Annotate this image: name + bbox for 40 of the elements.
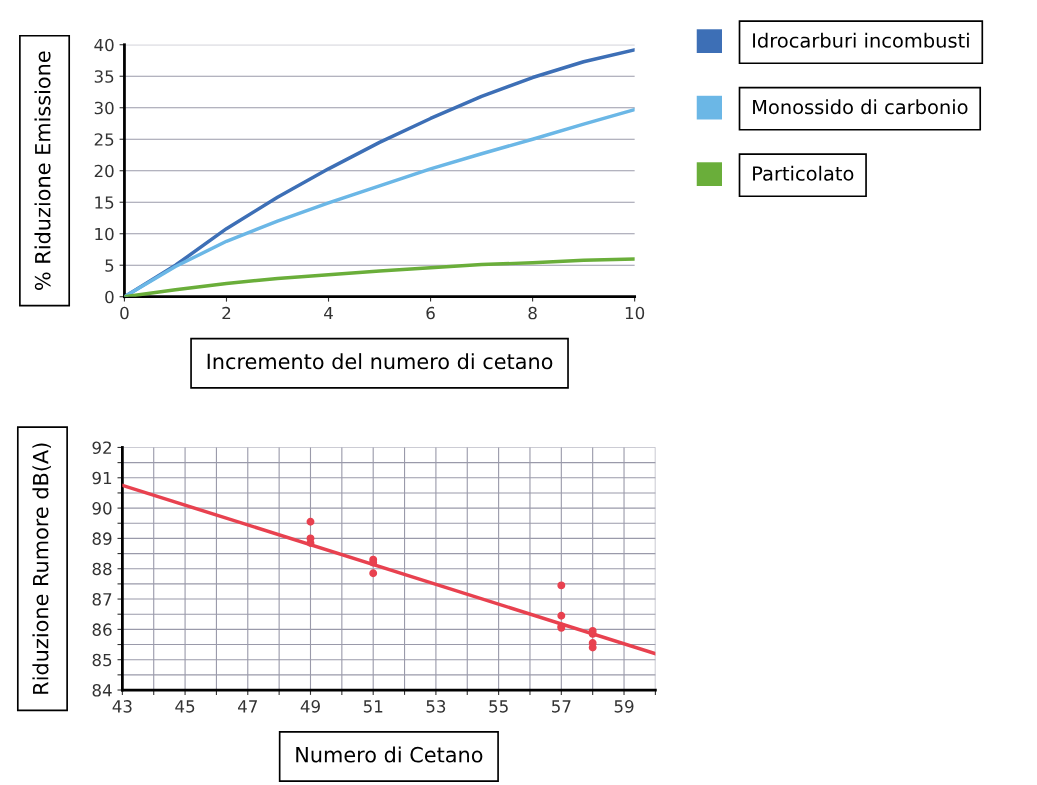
y-tick-label: 0: [105, 290, 114, 304]
y-tick-label: 87: [92, 593, 112, 606]
y-tick-label: 88: [92, 562, 112, 576]
y-tick-label: 89: [92, 532, 112, 545]
x-tick-label: 45: [175, 700, 195, 713]
y-tick-label: 86: [92, 623, 112, 636]
x-tick-label: 2: [222, 306, 231, 320]
y-axis-title: % Riduzione Emissione: [34, 51, 51, 290]
y-tick-label: 10: [95, 227, 114, 241]
y-tick-label: 85: [92, 653, 112, 667]
legend-label: Particolato: [753, 165, 854, 181]
y-tick-label: 15: [95, 196, 114, 209]
x-tick-label: 57: [552, 700, 571, 713]
x-axis-title: Numero di Cetano: [296, 746, 483, 763]
y-axis-title: Riduzione Rumore dB(A): [32, 443, 51, 694]
x-tick-label: 4: [324, 306, 333, 320]
x-tick-label: 55: [489, 700, 508, 713]
y-tick-label: 30: [94, 101, 114, 115]
y-tick-label: 5: [105, 259, 114, 272]
y-tick-label: 92: [92, 441, 111, 455]
y-tick-label: 91: [92, 471, 112, 485]
y-tick-label: 40: [94, 38, 114, 52]
x-tick-label: 8: [528, 306, 537, 320]
x-tick-label: 10: [625, 306, 645, 320]
legend-label: Monossido di carbonio: [753, 99, 968, 115]
x-tick-label: 53: [426, 700, 446, 713]
legend-label: Idrocarburi incombusti: [753, 32, 969, 48]
x-axis-title: Incremento del numero di cetano: [207, 353, 553, 370]
x-tick-label: 0: [120, 306, 129, 320]
x-tick-label: 43: [112, 700, 132, 713]
y-tick-label: 90: [92, 502, 112, 515]
x-tick-label: 6: [426, 306, 435, 320]
x-tick-label: 47: [237, 700, 257, 713]
y-tick-label: 84: [92, 683, 112, 697]
x-tick-label: 51: [363, 700, 383, 713]
y-tick-label: 35: [94, 70, 114, 83]
x-tick-label: 49: [300, 700, 320, 713]
x-tick-label: 59: [614, 700, 634, 713]
y-tick-label: 25: [94, 133, 114, 146]
y-tick-label: 20: [94, 164, 114, 178]
